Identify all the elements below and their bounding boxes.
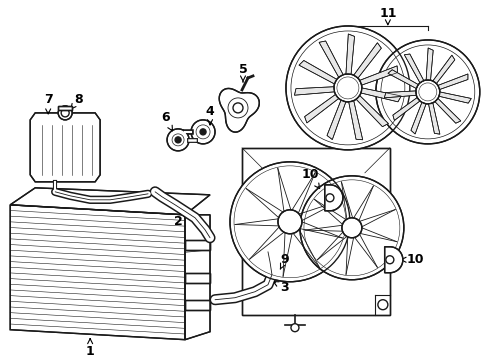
Circle shape xyxy=(326,194,334,202)
Text: 4: 4 xyxy=(206,105,215,125)
Polygon shape xyxy=(305,94,339,123)
Polygon shape xyxy=(219,89,259,132)
Polygon shape xyxy=(299,60,337,84)
Polygon shape xyxy=(10,188,210,215)
Circle shape xyxy=(58,106,72,120)
Circle shape xyxy=(334,74,362,102)
Text: 1: 1 xyxy=(86,339,95,358)
Circle shape xyxy=(175,137,181,143)
Circle shape xyxy=(233,103,243,113)
Circle shape xyxy=(191,120,215,144)
Polygon shape xyxy=(439,92,471,103)
Polygon shape xyxy=(385,247,403,273)
Polygon shape xyxy=(349,101,363,140)
Polygon shape xyxy=(388,70,418,89)
Polygon shape xyxy=(356,95,389,127)
Text: 10: 10 xyxy=(301,168,319,189)
Circle shape xyxy=(167,129,189,151)
Polygon shape xyxy=(319,41,343,77)
Polygon shape xyxy=(185,215,210,340)
Text: 6: 6 xyxy=(161,111,172,131)
Polygon shape xyxy=(404,54,424,83)
Circle shape xyxy=(200,129,206,135)
Polygon shape xyxy=(354,43,381,78)
Text: 9: 9 xyxy=(280,253,289,269)
Polygon shape xyxy=(361,88,401,102)
Polygon shape xyxy=(327,100,346,140)
Text: 3: 3 xyxy=(273,281,289,294)
Text: 10: 10 xyxy=(400,253,423,266)
Polygon shape xyxy=(325,185,343,211)
Polygon shape xyxy=(435,98,461,123)
Polygon shape xyxy=(58,106,72,110)
Polygon shape xyxy=(411,102,426,134)
Circle shape xyxy=(278,210,302,234)
Polygon shape xyxy=(185,240,210,250)
Polygon shape xyxy=(185,273,210,283)
Polygon shape xyxy=(433,55,455,84)
Text: 11: 11 xyxy=(379,8,396,25)
Polygon shape xyxy=(426,48,433,80)
Circle shape xyxy=(342,218,362,238)
Circle shape xyxy=(378,300,388,310)
Circle shape xyxy=(416,80,440,104)
Circle shape xyxy=(286,26,410,150)
Polygon shape xyxy=(30,113,100,182)
Polygon shape xyxy=(185,300,210,310)
Text: 7: 7 xyxy=(44,93,52,114)
Polygon shape xyxy=(429,103,440,134)
Circle shape xyxy=(291,324,299,332)
Circle shape xyxy=(300,176,404,280)
Circle shape xyxy=(376,40,480,144)
Circle shape xyxy=(61,109,69,117)
Text: 2: 2 xyxy=(173,210,185,228)
Circle shape xyxy=(386,256,394,264)
Polygon shape xyxy=(10,205,185,340)
Polygon shape xyxy=(393,98,420,121)
Polygon shape xyxy=(242,148,390,315)
Circle shape xyxy=(230,162,350,282)
Polygon shape xyxy=(294,87,335,95)
Text: 8: 8 xyxy=(71,93,82,109)
Polygon shape xyxy=(438,74,468,90)
Polygon shape xyxy=(360,66,397,85)
Polygon shape xyxy=(384,91,416,98)
Polygon shape xyxy=(346,34,355,74)
Text: 5: 5 xyxy=(239,63,247,82)
